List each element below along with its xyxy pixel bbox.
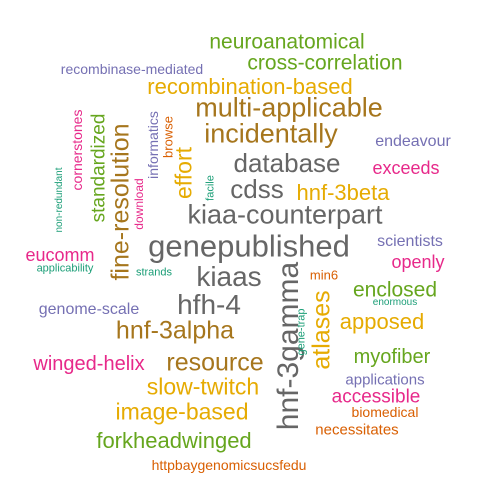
word-openly: openly xyxy=(391,252,445,272)
word-resource: resource xyxy=(166,348,264,377)
word-informatics: informatics xyxy=(145,111,161,179)
word-hnf-3alpha: hnf-3alpha xyxy=(115,316,235,345)
word-necessitates: necessitates xyxy=(315,421,399,439)
word-image-based: image-based xyxy=(115,398,249,425)
word-incidentally: incidentally xyxy=(204,118,338,149)
word-genepublished: genepublished xyxy=(148,228,350,264)
word-endeavour: endeavour xyxy=(375,133,451,150)
word-hfh-4: hfh-4 xyxy=(177,289,241,320)
word-database: database xyxy=(233,148,341,178)
word-non-redundant: non-redundant xyxy=(54,167,65,233)
word-cdss: cdss xyxy=(230,174,284,204)
word-fine-resolution: fine-resolution xyxy=(106,123,135,281)
word-download: download xyxy=(132,178,146,230)
word-strands: strands xyxy=(135,266,173,279)
word-httpbaygenomicsucsfedu: httpbaygenomicsucsfedu xyxy=(151,457,307,473)
word-neuroanatomical: neuroanatomical xyxy=(209,30,365,54)
word-myofiber: myofiber xyxy=(353,346,431,368)
word-apposed: apposed xyxy=(339,309,425,334)
word-scientists: scientists xyxy=(377,233,443,250)
word-multi-applicable: multi-applicable xyxy=(195,92,383,123)
word-facile: facile xyxy=(204,175,217,201)
word-applicability: applicability xyxy=(36,262,94,275)
word-hnf-3beta: hnf-3beta xyxy=(296,180,390,205)
word-cornerstones: cornerstones xyxy=(69,109,85,191)
word-winged-helix: winged-helix xyxy=(33,353,145,375)
word-min6: min6 xyxy=(309,267,339,283)
word-effort: effort xyxy=(170,147,197,199)
word-accessible: accessible xyxy=(331,386,421,408)
word-recombination-based: recombination-based xyxy=(147,74,353,99)
word-enormous: enormous xyxy=(372,297,418,308)
word-slow-twitch: slow-twitch xyxy=(146,373,260,400)
word-forkheadwinged: forkheadwinged xyxy=(96,428,252,453)
word-kiaas: kiaas xyxy=(196,261,262,292)
word-enclosed: enclosed xyxy=(352,278,438,302)
word-exceeds: exceeds xyxy=(372,158,440,178)
word-kiaa-counterpart: kiaa-counterpart xyxy=(187,199,383,230)
word-cross-correlation: cross-correlation xyxy=(247,51,403,75)
word-applications: applications xyxy=(345,371,425,389)
word-biomedical: biomedical xyxy=(351,404,419,420)
word-recombinase-mediated: recombinase-mediated xyxy=(60,61,204,77)
word-eucomm: eucomm xyxy=(25,245,95,265)
word-gene-trap: gene-trap xyxy=(295,308,308,356)
word-atlases: atlases xyxy=(307,290,336,370)
word-genome-scale: genome-scale xyxy=(38,301,140,318)
